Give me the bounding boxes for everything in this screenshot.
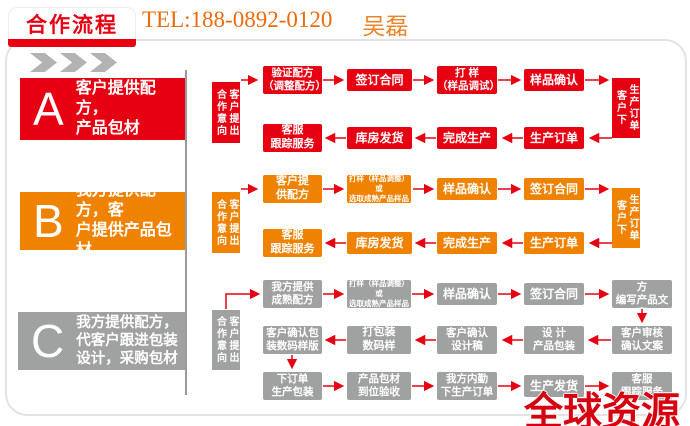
title-underline: [8, 39, 136, 47]
flow-step: 客户提 供配方: [263, 175, 322, 203]
flow-step: 下订单 生产包装: [263, 372, 322, 400]
section-letter: B: [33, 195, 64, 247]
watermark: 全球资源网: [524, 391, 681, 426]
flow-step: 库房发货: [347, 127, 412, 149]
flow-step: 完成生产: [437, 127, 497, 149]
flow-step: 样品确认: [437, 283, 497, 305]
section-letter: C: [31, 315, 65, 367]
chevron-right-icon: [60, 53, 87, 72]
flow-step: 我方内勤 下生产订单: [437, 372, 497, 400]
title-tab: 合作流程: [8, 7, 136, 47]
page-title: 合作流程: [8, 7, 136, 39]
flow-step: 库房发货: [347, 232, 412, 254]
contact-name: 吴磊: [362, 14, 409, 39]
vertical-text-col: 生产订单: [627, 84, 638, 132]
flow-step: 生产发货: [524, 375, 584, 397]
section-description: 我方提供配方，客 户提供产品包材: [75, 182, 172, 259]
flow-step: 客户确认 设计稿: [437, 326, 497, 354]
flow-step: 客服 跟踪服务: [612, 372, 672, 400]
section-c-box: C 我方提供配方， 代客户跟进包装 设计，采购包材: [18, 312, 185, 370]
flow-step: 客户配合我方 编写产品文案: [612, 268, 672, 319]
tel-number: TEL:188-0892-0120: [142, 7, 333, 32]
vertical-text-col: 客户下: [614, 90, 626, 126]
flow-step: 客服 跟踪服务: [263, 229, 322, 257]
vertical-text-col: 客户提出: [227, 198, 238, 247]
flow-step: 完成生产: [437, 232, 497, 254]
vertical-text-col: 合作意向: [214, 88, 226, 137]
flow-step: 生产订单: [524, 127, 584, 149]
vertical-text-col: 生产订单: [627, 194, 638, 242]
flow-step: 我方提供 成熟配方: [263, 280, 322, 308]
flow-step: 打 样 （样品调试）: [437, 66, 500, 94]
section-letter: A: [33, 83, 64, 135]
divider-line: [185, 70, 187, 395]
intent-box-b: 合作意向 客户提出: [212, 192, 240, 253]
flow-step: 签订合同: [347, 69, 412, 91]
flow-step: 设 计 产品包装: [524, 326, 584, 354]
chevron-right-icon: [90, 53, 117, 72]
intent-box-c: 合作意向 客户提出: [212, 310, 240, 370]
flow-step: 验证配方 （调整配方）: [263, 66, 326, 94]
flow-step: 客户审核 确认文案: [612, 326, 672, 354]
vertical-text-col: 客户提出: [227, 316, 238, 364]
vertical-text-col: 合作意向: [214, 316, 226, 364]
vertical-text-col: 客户提出: [227, 88, 238, 137]
flow-step: 签订合同: [524, 283, 584, 305]
section-b-box: B 我方提供配方，客 户提供产品包材: [20, 182, 185, 259]
order-box-b: 客户下 生产订单: [612, 188, 640, 248]
vertical-text-col: 客户下: [614, 200, 626, 236]
flow-step: 产品包材 到位验收: [347, 372, 411, 400]
flow-step: 客户确认包 装数码样版: [263, 326, 322, 354]
flow-step: 打样（样品调整）或 选取成熟产品样品: [347, 278, 411, 309]
intent-box-a: 合作意向 客户提出: [212, 82, 240, 143]
flow-step: 样品确认: [524, 69, 584, 91]
flow-step: 生产订单: [524, 232, 584, 254]
section-description: 客户提供配方， 产品包材: [75, 80, 156, 137]
chevron-right-icon: [30, 53, 57, 72]
flow-step: 客服 跟踪服务: [263, 124, 322, 152]
flow-step: 打包装 数码样: [347, 326, 411, 354]
tel-line: TEL:188-0892-0120 吴磊: [142, 7, 408, 41]
order-box-a: 客户下 生产订单: [612, 78, 640, 138]
section-description: 我方提供配方， 代客户跟进包装 设计，采购包材: [76, 314, 178, 368]
vertical-text-col: 合作意向: [214, 198, 226, 247]
flow-step: 签订合同: [524, 178, 584, 200]
flow-step: 打样（样品调整）或 选取成熟产品样品: [347, 173, 411, 204]
section-a-box: A 客户提供配方， 产品包材: [20, 78, 185, 140]
flow-step: 样品确认: [437, 178, 497, 200]
